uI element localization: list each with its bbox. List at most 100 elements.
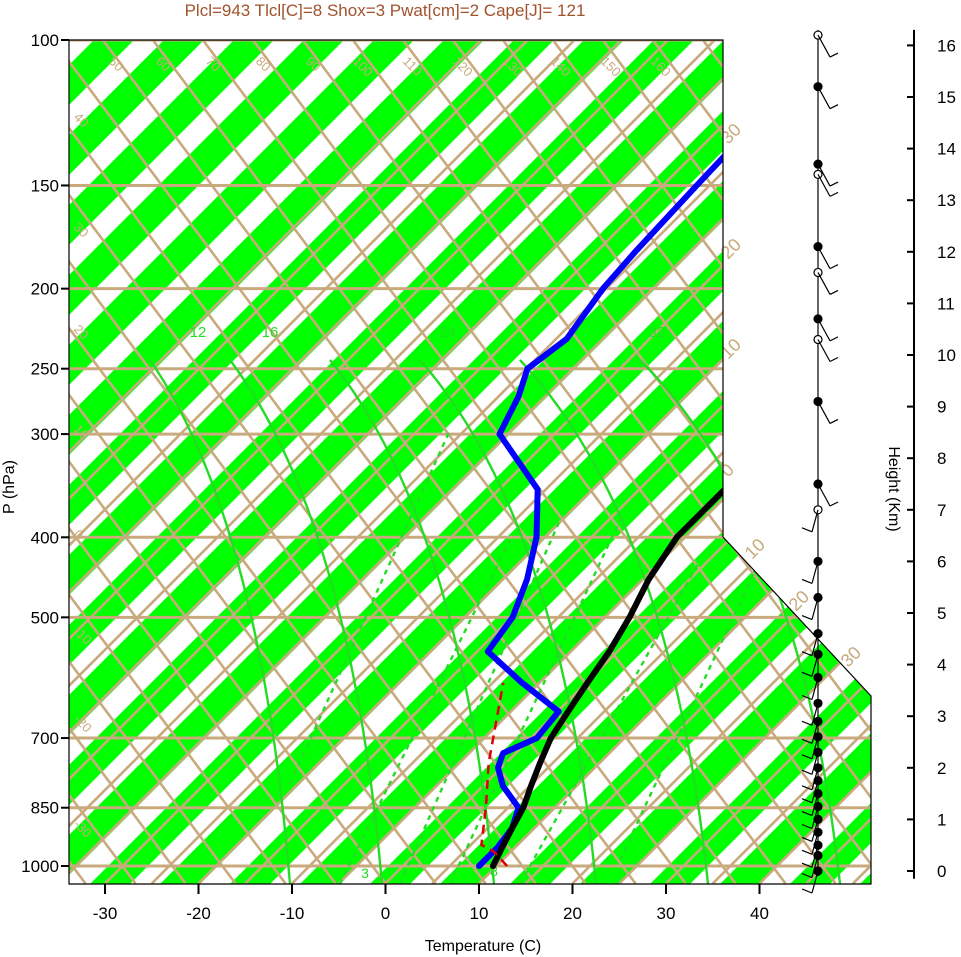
wind-barb: [817, 483, 831, 507]
wind-barb: [811, 752, 819, 775]
wind-barb: [811, 819, 819, 842]
dry-adiabat-line: [69, 40, 437, 884]
isotherm-line: [524, 40, 871, 884]
mixing-ratio-line: [338, 539, 512, 884]
height-tick-label: 4: [937, 656, 946, 675]
wind-barb: [811, 845, 819, 868]
wind-barb: [817, 34, 831, 58]
wind-barb: [811, 654, 819, 677]
isotherm-line: [69, 40, 679, 884]
p-tick-label: 250: [31, 360, 59, 379]
x-tick-label: -20: [186, 904, 211, 923]
wind-barb-flag: [829, 356, 839, 363]
parcel-line: [480, 682, 509, 867]
wind-barb-flag: [801, 888, 813, 894]
dry-adiabat-line: [69, 40, 287, 884]
mixing-ratio-line: [288, 429, 452, 785]
wind-barb: [811, 855, 819, 878]
moist-adiabat-line: [419, 359, 598, 884]
dry-adiabat-line: [69, 40, 837, 884]
height-tick-label: 1: [937, 810, 946, 829]
x-tick-label: -30: [93, 904, 118, 923]
wind-barb: [811, 703, 819, 726]
wind-barb-flag: [801, 798, 813, 804]
mixing-ratio-label: 12: [190, 324, 207, 341]
green-band: [69, 40, 871, 884]
mixing-ratio-line: [398, 519, 562, 884]
wind-barb: [817, 318, 831, 342]
wind-barb-flag: [801, 836, 813, 842]
mixing-ratio-line: [448, 519, 622, 884]
wind-barb: [817, 246, 831, 269]
wind-barb-flag: [801, 811, 813, 817]
dry-adiabat-line: [234, 40, 871, 884]
p-tick-label: 1000: [21, 857, 59, 876]
y-axis-title: P (hPa): [1, 460, 18, 514]
x-tick-label: 0: [381, 904, 390, 923]
height-tick-label: 14: [937, 140, 956, 159]
dry-adiabat-line: [69, 40, 787, 884]
wind-barb-flag: [801, 785, 813, 791]
p-tick-label: 300: [31, 425, 59, 444]
green-band: [69, 40, 700, 884]
dry-adiabat-line: [69, 40, 537, 884]
wind-barb-flag: [801, 754, 813, 760]
dry-adiabat-line: [69, 40, 871, 884]
wind-barb: [811, 793, 819, 816]
wind-barb: [811, 597, 819, 620]
temperature-line: [490, 54, 871, 869]
dry-adiabat-line: [184, 40, 871, 884]
wind-barb-flag: [829, 336, 839, 342]
wind-barb-flag: [829, 501, 839, 507]
wind-barb-flag: [801, 671, 813, 677]
height-tick-label: 2: [937, 759, 946, 778]
wind-barb: [817, 163, 831, 187]
isotherm-label-right: 30: [837, 643, 865, 671]
dry-adiabat-line: [69, 40, 387, 884]
isotherm-line: [478, 40, 871, 884]
isotherm-line: [69, 40, 586, 884]
isotherm-label-right: 10: [741, 535, 769, 563]
height-tick-label: 11: [937, 294, 955, 313]
isotherm-line: [69, 40, 819, 884]
wind-barb: [817, 86, 831, 109]
p-tick-label: 700: [31, 729, 59, 748]
wind-barb: [817, 272, 831, 295]
green-band: [69, 40, 70, 884]
x-axis-title: Temperature (C): [425, 938, 541, 955]
dry-adiabat-line: [69, 40, 687, 884]
isotherm-line: [150, 40, 871, 884]
height-tick-label: 16: [937, 36, 956, 55]
wind-barb: [811, 633, 819, 656]
x-tick-label: 20: [563, 904, 582, 923]
mixing-ratio-label: 16: [262, 324, 279, 341]
isotherm-line: [244, 40, 871, 884]
x-tick-label: 10: [470, 904, 489, 923]
dry-adiabat-line: [886, 0, 961, 884]
wind-barb-flag: [801, 769, 813, 775]
green-band: [69, 40, 420, 884]
green-band: [69, 40, 840, 884]
profiles: [476, 54, 871, 869]
wind-barb-flag: [829, 191, 839, 197]
wind-barb-flag: [829, 289, 839, 295]
wind-barb: [811, 736, 819, 759]
wind-barb-flag: [829, 418, 839, 424]
wind-barb: [817, 174, 831, 197]
isotherm-line: [69, 40, 866, 884]
wind-barb: [811, 767, 819, 790]
wind-profile: [801, 29, 839, 894]
height-tick-label: 12: [937, 243, 956, 262]
wind-barb-flag: [801, 849, 813, 855]
axes: -30 -20 -10 0 10 20 30 40 100 150 200 250 300 400 500 7…: [21, 31, 769, 923]
isotherm-line: [69, 40, 773, 884]
green-band: [69, 40, 560, 884]
height-tick-label: 9: [937, 398, 946, 417]
dry-adiabat-line: [134, 40, 871, 884]
moist-adiabat-line: [149, 359, 292, 884]
dry-adiabat-line: [69, 40, 237, 884]
height-tick-label: 10: [937, 346, 956, 365]
moist-adiabat-line: [329, 359, 496, 884]
wind-barb: [817, 401, 831, 424]
